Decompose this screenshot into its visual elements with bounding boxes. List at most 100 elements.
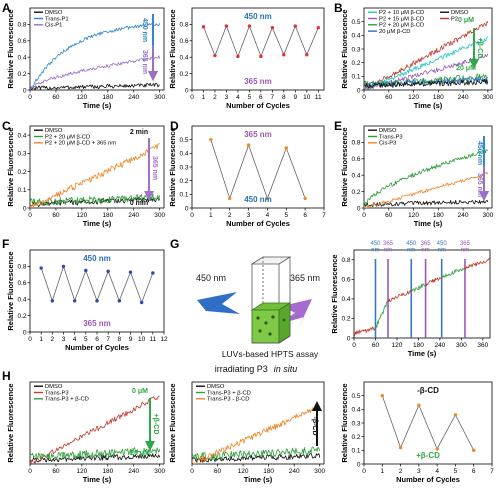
legend-entry: 20 μM β-CD (379, 29, 410, 35)
x-tick-label: 240 (289, 468, 300, 475)
arrow-label: 20 μM (130, 450, 150, 457)
x-tick-label: 2 (213, 94, 217, 101)
y-tick-label: 0 (347, 335, 351, 342)
x-tick-label: 6 (259, 94, 263, 101)
x-tick-label: 7 (106, 336, 110, 343)
legend-entry: DMSO (45, 128, 63, 134)
cycle-point (117, 299, 122, 303)
chart-g: 0 60 120 180 240 300 360 0 0.2 0.4 0.6 0.8 Time (s) R… (330, 241, 491, 358)
plot-frame (29, 7, 165, 91)
x-tick-label: 4 (435, 468, 439, 475)
cycle-point (303, 196, 307, 201)
irradiation-label: 450 nm (370, 241, 381, 254)
x-tick-label: 5 (454, 468, 458, 475)
panel-letter-e: E (334, 119, 342, 133)
x-tick-label: 8 (282, 94, 286, 101)
x-tick-label: 3 (417, 468, 421, 475)
y-tick-label: 0.4 (179, 151, 188, 158)
series-line-p2-20-m-cd (30, 193, 161, 206)
arrow-label: 365 nm (476, 173, 483, 197)
y-tick-label: 0 (23, 329, 27, 336)
x-axis-label: Number of Cycles (396, 475, 460, 484)
g-series-segment (410, 283, 426, 293)
cycle-point (201, 25, 206, 29)
schematic-label-450: 450 nm (196, 273, 226, 283)
x-tick-label: 120 (238, 468, 249, 475)
plot-frame (363, 125, 493, 209)
x-tick-label: 1 (380, 468, 384, 475)
cycle-point (316, 25, 320, 30)
plot-frame (191, 381, 325, 465)
x-axis-label: Time (s) (414, 101, 443, 110)
x-tick-label: 240 (458, 212, 469, 219)
series-line-dmso (192, 453, 321, 463)
legend-entry: Trans-P3 - β-CD (207, 397, 249, 403)
cycle-point (270, 25, 275, 30)
series-line-trans-p3-cd (30, 446, 161, 460)
y-tick-label: 0 (185, 205, 189, 212)
x-tick-label: 0 (362, 468, 366, 475)
x-tick-label: 10 (138, 336, 146, 343)
g-series-segment (425, 276, 443, 287)
x-tick-label: 240 (128, 468, 139, 475)
y-tick-label: 0.6 (179, 38, 188, 45)
y-axis-label: Relative Fluorescence (340, 9, 349, 88)
y-axis-label: Relative Fluorescence (340, 127, 349, 206)
x-tick-label: 1 (39, 336, 43, 343)
cycle-line (40, 265, 154, 304)
y-tick-label: 0.2 (17, 313, 26, 320)
x-tick-label: 1 (209, 212, 213, 219)
series-line-trans-p3 (364, 149, 488, 208)
legend-entry: Trans-P1 (45, 16, 69, 22)
irradiation-label-part: 450 (437, 241, 448, 247)
arrow-label: +β-CD (476, 38, 483, 59)
x-tick-label: 120 (76, 212, 87, 219)
chart-h1: 0 60 120 180 240 300 Time (s) Relative Fluoresc… (6, 381, 165, 484)
chart-a1: 0 60 120 180 240 300 0 0.2 0.4 0.6 0.8 Time (s) Rela… (6, 7, 165, 110)
irradiation-label-part: 365 (460, 241, 471, 247)
irradiation-label-part: nm (371, 248, 379, 254)
x-tick-label: 0 (190, 468, 194, 475)
x-tick-label: 10 (303, 94, 311, 101)
legend-entry: DMSO (207, 384, 225, 390)
x-axis-label: Number of Cycles (226, 219, 290, 228)
arrow-label: 20 μM (456, 65, 476, 72)
x-tick-label: 60 (385, 212, 393, 219)
x-tick-label: 60 (52, 94, 60, 101)
x-tick-label: 240 (128, 94, 139, 101)
y-tick-label: 0.5 (351, 393, 360, 400)
label-top: 450 nm (83, 254, 111, 263)
irradiation-label: 365 nm (383, 241, 394, 254)
y-tick-label: 0.8 (179, 22, 188, 29)
cycle-point (50, 299, 55, 303)
x-tick-label: 300 (482, 212, 493, 219)
x-tick-label: 0 (28, 212, 32, 219)
vesicle-dots (256, 315, 286, 336)
cycle-point (380, 393, 384, 398)
cycle-point (435, 447, 439, 451)
series-line-trans-p3-cd (192, 405, 320, 464)
x-tick-label: 300 (456, 342, 467, 349)
label-bottom: 365 nm (83, 319, 111, 328)
y-tick-label: 0.6 (17, 280, 26, 287)
legend-entry: P2 + 10 μM β-CD (379, 10, 424, 16)
g-series-segment (441, 267, 466, 280)
x-tick-label: 4 (236, 94, 240, 101)
plot-frame (191, 7, 325, 91)
x-tick-label: 3 (225, 94, 229, 101)
x-tick-label: 5 (248, 94, 252, 101)
legend-entry: Trans-P3 + β-CD (207, 390, 251, 396)
x-tick-label: 11 (315, 94, 322, 101)
series-line-dmso (364, 78, 489, 89)
y-tick-label: 0.2 (179, 178, 188, 185)
x-tick-label: 120 (408, 94, 419, 101)
x-tick-label: 9 (293, 94, 297, 101)
legend-entry: Trans-P3 (45, 390, 69, 396)
x-tick-label: 0 (352, 342, 356, 349)
cycle-point (246, 143, 251, 147)
beam-450-icon (197, 292, 240, 322)
cycle-point (95, 299, 99, 303)
x-tick-label: 0 (28, 468, 32, 475)
arrow-label: 365 nm (141, 50, 148, 74)
